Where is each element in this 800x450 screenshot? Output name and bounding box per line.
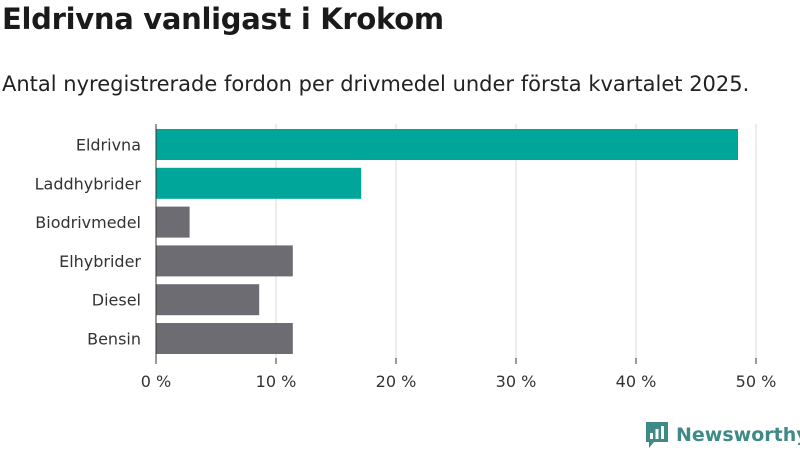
newsworthy-logo: Newsworthy bbox=[644, 420, 800, 450]
category-label: Elhybrider bbox=[59, 252, 141, 271]
chart-subtitle: Antal nyregistrerade fordon per drivmede… bbox=[2, 72, 750, 96]
newsworthy-logo-icon bbox=[646, 422, 668, 448]
x-axis: 0 % 10 % 20 % 30 % 40 % 50 % bbox=[141, 124, 777, 391]
bar bbox=[156, 284, 260, 316]
category-label: Laddhybrider bbox=[35, 174, 142, 193]
chart-title: Eldrivna vanligast i Krokom bbox=[2, 2, 444, 36]
x-tick-label: 0 % bbox=[141, 372, 171, 391]
x-tick-label: 40 % bbox=[616, 372, 657, 391]
x-tick-label: 50 % bbox=[736, 372, 777, 391]
brand-name: Newsworthy bbox=[676, 424, 800, 446]
bar bbox=[156, 323, 293, 354]
category-labels: Eldrivna Laddhybrider Biodrivmedel Elhybrid… bbox=[35, 136, 142, 349]
bar bbox=[156, 167, 362, 199]
x-tick-label: 10 % bbox=[256, 372, 297, 391]
bars bbox=[156, 129, 738, 354]
bar bbox=[156, 129, 738, 160]
category-label: Eldrivna bbox=[76, 136, 141, 155]
bar bbox=[156, 206, 190, 238]
grid-lines bbox=[275, 124, 757, 358]
category-label: Bensin bbox=[87, 330, 141, 349]
x-tick-label: 30 % bbox=[496, 372, 537, 391]
category-label: Diesel bbox=[92, 291, 141, 310]
category-label: Biodrivmedel bbox=[35, 213, 141, 232]
bar bbox=[156, 245, 293, 277]
x-tick-label: 20 % bbox=[376, 372, 417, 391]
